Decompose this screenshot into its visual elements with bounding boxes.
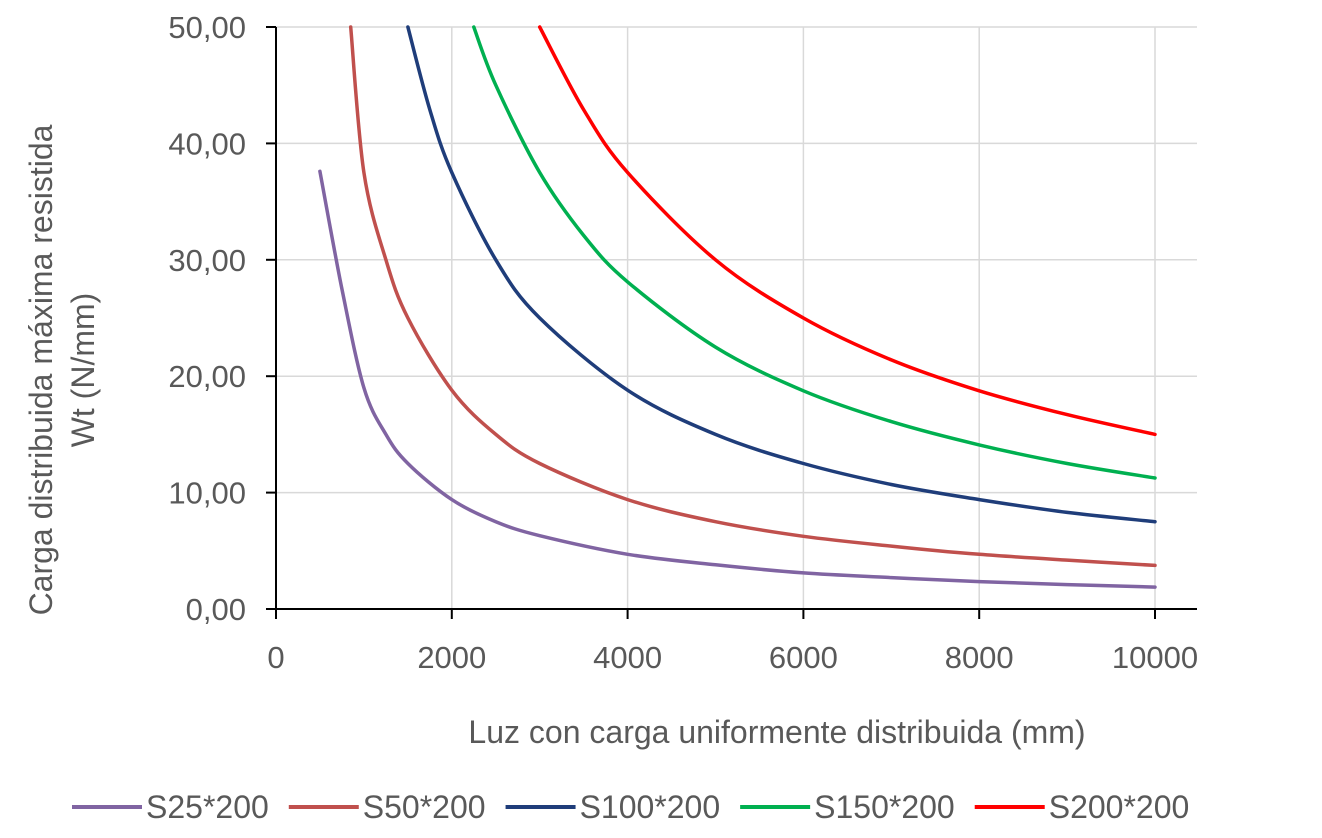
legend-item-s200x200: S200*200 <box>974 789 1190 825</box>
legend-label: S200*200 <box>1049 789 1190 825</box>
x-tick-label: 2000 <box>417 640 486 675</box>
y-tick-label: 50,00 <box>168 10 246 45</box>
legend-item-s100x200: S100*200 <box>505 789 721 825</box>
grid-lines <box>276 26 1197 609</box>
x-tick-label: 8000 <box>945 640 1014 675</box>
x-tick-label: 10000 <box>1112 640 1198 675</box>
legend-label: S100*200 <box>580 789 721 825</box>
series-line-s25x200 <box>318 169 1157 589</box>
series-line-s100x200 <box>406 25 1157 524</box>
x-axis-title: Luz con carga uniformente distribuida (m… <box>468 714 1085 750</box>
y-tick-label: 40,00 <box>168 126 246 161</box>
series-lines <box>318 25 1157 589</box>
y-tick-label: 30,00 <box>168 243 246 278</box>
legend-item-s25x200: S25*200 <box>72 789 269 825</box>
x-tick-label: 0 <box>267 640 284 675</box>
legend-label: S50*200 <box>363 789 486 825</box>
legend-label: S150*200 <box>814 789 955 825</box>
y-tick-labels: 0,00 10,00 20,00 30,00 40,00 50,00 <box>168 10 246 627</box>
y-tick-label: 20,00 <box>168 359 246 394</box>
y-axis-title-line-1: Carga distribuida máxima resistida <box>23 124 59 615</box>
x-tick-labels: 0 2000 4000 6000 8000 10000 <box>267 640 1198 675</box>
series-line-s50x200 <box>348 25 1157 568</box>
legend-item-s50x200: S50*200 <box>288 789 486 825</box>
x-tick-label: 4000 <box>593 640 662 675</box>
series-line-s200x200 <box>537 25 1157 437</box>
y-tick-label: 10,00 <box>168 476 246 511</box>
x-tick-label: 6000 <box>769 640 838 675</box>
y-axis-title-line-2: Wt (N/mm) <box>65 293 101 448</box>
y-tick-label: 0,00 <box>186 592 246 627</box>
axes <box>266 26 1197 619</box>
legend: S25*200 S50*200 S100*200 S150*200 S200*200 <box>72 789 1189 825</box>
series-line-s150x200 <box>472 25 1157 480</box>
legend-item-s150x200: S150*200 <box>740 789 955 825</box>
legend-label: S25*200 <box>146 789 269 825</box>
